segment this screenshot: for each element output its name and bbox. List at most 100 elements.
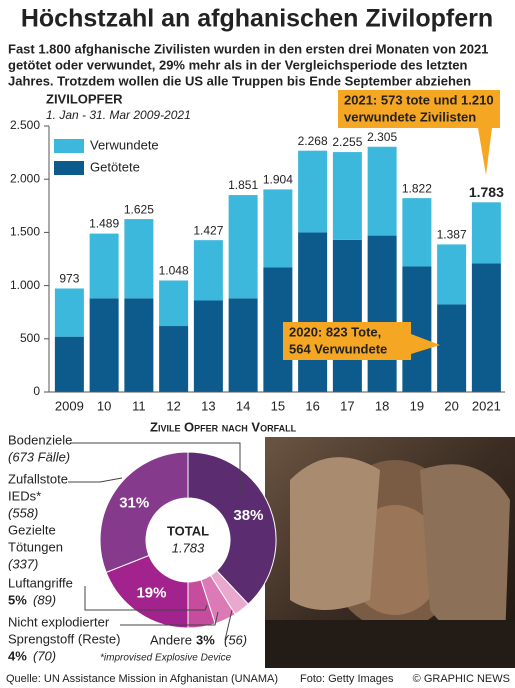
total-label: 1.489 xyxy=(89,217,119,231)
legend-label: Verwundete xyxy=(90,137,159,152)
total-label: 1.851 xyxy=(228,178,258,192)
slice-label: Bodenziele xyxy=(8,432,72,447)
y-tick-label: 1.500 xyxy=(10,225,40,239)
leader-line xyxy=(84,586,208,611)
slice-label: Luftangriffe xyxy=(8,575,73,590)
slice-label: Zufallstote xyxy=(8,471,68,486)
bar-segment xyxy=(193,240,223,301)
bar-segment xyxy=(437,304,467,392)
slice-label: Tötungen xyxy=(8,539,63,554)
photo xyxy=(265,437,515,668)
leader-line xyxy=(224,609,233,641)
x-tick-label: 17 xyxy=(340,398,354,413)
x-tick-label: 18 xyxy=(375,398,389,413)
chart-title: ZIVILOPFER xyxy=(46,91,123,106)
y-tick-label: 500 xyxy=(20,331,40,345)
bar-segment xyxy=(367,146,397,236)
x-tick-label: 11 xyxy=(132,398,146,413)
subtitle-line: getötet oder verwundet, 29% mehr als in … xyxy=(8,57,468,72)
y-tick-label: 2.000 xyxy=(10,171,40,185)
annotation-pointer xyxy=(411,334,440,354)
slice-count: (70) xyxy=(33,648,56,663)
total-label: 1.625 xyxy=(124,202,154,216)
bar-segment xyxy=(471,202,501,264)
bar-segment xyxy=(298,150,328,233)
bar-segment xyxy=(228,195,258,299)
leader-line xyxy=(120,611,219,626)
bar-segment xyxy=(332,239,362,392)
bar-segment xyxy=(159,326,189,392)
total-label: 2.268 xyxy=(298,134,328,148)
x-tick-label: 19 xyxy=(410,398,424,413)
annotation-text: 2021: 573 tote und 1.210 xyxy=(344,92,494,107)
slice-value: 38% xyxy=(233,507,263,524)
slice-value: 31% xyxy=(119,494,149,511)
total-label: 1.048 xyxy=(159,264,189,278)
annotation-pointer xyxy=(478,128,492,175)
annotation-text: 2020: 823 Tote, xyxy=(289,324,381,339)
bar-segment xyxy=(193,300,223,392)
footnote: *improvised Explosive Device xyxy=(100,653,232,664)
slice-label: Andere xyxy=(150,632,192,647)
bar-segment xyxy=(298,232,328,392)
total-label: 1.387 xyxy=(437,228,467,242)
copyright: © GRAPHIC NEWS xyxy=(413,673,510,685)
slice-label: Sprengstoff (Reste) xyxy=(8,631,120,646)
total-label: 1.427 xyxy=(193,223,223,237)
x-tick-label: 15 xyxy=(271,398,285,413)
bar-segment xyxy=(263,189,293,268)
slice-value: 19% xyxy=(136,585,166,602)
annotation-text: 564 Verwundete xyxy=(289,341,387,356)
x-tick-label: 2021 xyxy=(472,398,501,413)
bar-segment xyxy=(332,152,362,240)
total-label: 2.305 xyxy=(367,130,397,144)
x-tick-label: 20 xyxy=(444,398,458,413)
y-tick-label: 0 xyxy=(33,384,40,398)
bar-segment xyxy=(402,198,432,267)
x-tick-label: 12 xyxy=(166,398,180,413)
chart-title: Zivile Opfer nach Vorfall xyxy=(150,419,297,434)
annotation-box xyxy=(338,90,500,128)
chart-subtitle: 1. Jan - 31. Mar 2009-2021 xyxy=(46,108,191,122)
slice-count: (558) xyxy=(8,505,38,520)
bar-segment xyxy=(367,235,397,392)
bar-segment xyxy=(54,336,84,392)
leader-line xyxy=(68,477,123,483)
slice-value: 5% xyxy=(8,592,27,607)
annotation-text: verwundete Zivilisten xyxy=(344,109,476,124)
legend-swatch xyxy=(54,139,84,153)
slice-label: IEDs* xyxy=(8,488,41,503)
legend-swatch xyxy=(54,161,84,175)
donut-slice xyxy=(99,451,189,574)
slice-label: Nicht explodierter xyxy=(8,614,110,629)
x-tick-label: 13 xyxy=(201,398,215,413)
bar-segment xyxy=(471,263,501,392)
center-value: 1.783 xyxy=(172,540,205,555)
source: Quelle: UN Assistance Mission in Afghani… xyxy=(6,673,278,685)
total-label: 1.904 xyxy=(263,173,293,187)
x-tick-label: 2009 xyxy=(55,398,84,413)
x-tick-label: 16 xyxy=(305,398,319,413)
center-label: TOTAL xyxy=(167,523,209,538)
title: Höchstzahl an afghanischen Zivilopfern xyxy=(21,5,493,33)
subtitle-line: Fast 1.800 afghanische Zivilisten wurden… xyxy=(8,41,488,56)
slice-value: 4% xyxy=(8,648,27,663)
bar-segment xyxy=(228,298,258,392)
y-tick-label: 2.500 xyxy=(10,118,40,132)
total-label: 2.255 xyxy=(332,135,362,149)
total-label: 973 xyxy=(59,272,79,286)
total-label: 1.783 xyxy=(469,184,504,200)
slice-label: Gezielte xyxy=(8,522,56,537)
bar-segment xyxy=(89,298,119,392)
bar-segment xyxy=(89,233,119,299)
bar-segment xyxy=(124,219,154,299)
slice-count: (337) xyxy=(8,556,38,571)
bar-segment xyxy=(437,244,467,305)
legend-label: Getötete xyxy=(90,159,140,174)
bar-segment xyxy=(54,288,84,337)
total-label: 1.822 xyxy=(402,181,432,195)
slice-count: (673 Fälle) xyxy=(8,449,70,464)
bar-segment xyxy=(159,280,189,327)
photo-credit: Foto: Getty Images xyxy=(300,673,394,685)
